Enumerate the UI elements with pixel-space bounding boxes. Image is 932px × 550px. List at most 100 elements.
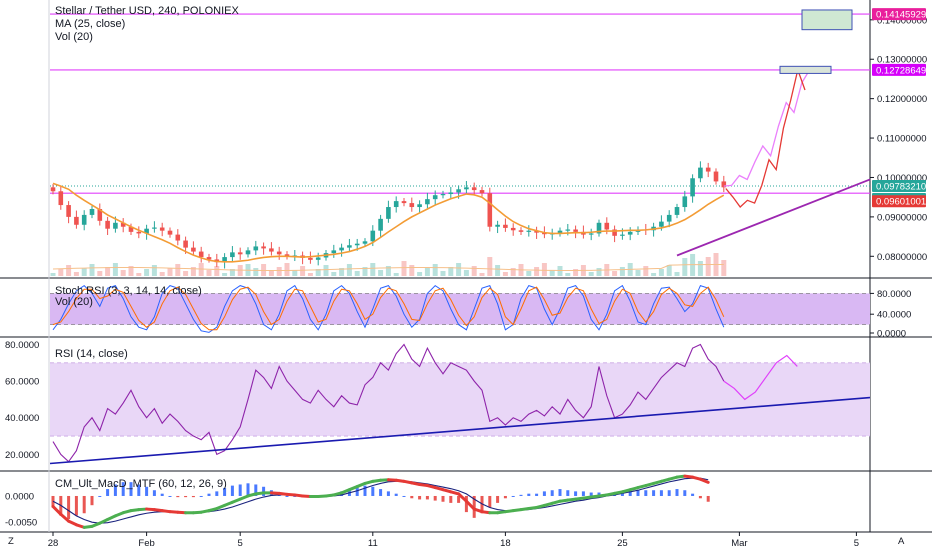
candle[interactable] bbox=[74, 216, 79, 225]
candle[interactable] bbox=[674, 207, 680, 215]
candle[interactable] bbox=[464, 187, 469, 190]
candle[interactable] bbox=[206, 257, 212, 260]
candle[interactable] bbox=[386, 207, 391, 219]
candle[interactable] bbox=[721, 181, 727, 188]
candle[interactable] bbox=[113, 222, 118, 229]
price-tag[interactable] bbox=[872, 63, 926, 76]
candle[interactable] bbox=[409, 203, 415, 208]
candle[interactable] bbox=[573, 229, 578, 232]
candle[interactable] bbox=[378, 218, 383, 231]
candle[interactable] bbox=[518, 230, 524, 232]
ma-legend[interactable]: MA (25, close) bbox=[55, 18, 125, 30]
candle[interactable] bbox=[191, 247, 196, 252]
price-tag[interactable] bbox=[872, 180, 926, 193]
candle[interactable] bbox=[128, 226, 134, 232]
candle[interactable] bbox=[315, 257, 321, 260]
price-pane[interactable] bbox=[50, 9, 871, 276]
target-box[interactable] bbox=[801, 9, 853, 31]
candle[interactable] bbox=[362, 241, 368, 244]
candle[interactable] bbox=[222, 257, 227, 263]
candle[interactable] bbox=[456, 189, 461, 193]
corner-left-label[interactable]: Z bbox=[8, 536, 14, 547]
macd-line-segment[interactable] bbox=[457, 492, 468, 503]
candle[interactable] bbox=[269, 248, 274, 252]
price-tag[interactable] bbox=[872, 195, 926, 208]
candle[interactable] bbox=[284, 254, 290, 257]
candle[interactable] bbox=[308, 257, 313, 260]
rsi-pane[interactable] bbox=[49, 343, 871, 465]
candle[interactable] bbox=[66, 205, 71, 217]
candle[interactable] bbox=[705, 167, 711, 172]
stoch-legend[interactable]: Stoch RSI (3, 3, 14, 14, close) bbox=[55, 285, 202, 297]
candle[interactable] bbox=[534, 230, 539, 233]
macd-line-segment[interactable] bbox=[698, 477, 710, 484]
candle[interactable] bbox=[698, 167, 703, 179]
candle[interactable] bbox=[666, 214, 672, 222]
candle[interactable] bbox=[89, 209, 95, 215]
candle[interactable] bbox=[81, 214, 87, 225]
candle[interactable] bbox=[596, 222, 602, 234]
candle[interactable] bbox=[198, 251, 204, 258]
candle[interactable] bbox=[713, 171, 719, 182]
candle[interactable] bbox=[503, 224, 508, 228]
ma-line[interactable] bbox=[52, 182, 725, 263]
stoch-rsi-pane[interactable] bbox=[50, 284, 870, 333]
candle[interactable] bbox=[261, 246, 266, 249]
candle[interactable] bbox=[487, 193, 493, 227]
candle[interactable] bbox=[253, 246, 259, 251]
target-box[interactable] bbox=[779, 65, 832, 74]
candle[interactable] bbox=[175, 234, 181, 241]
rsi-trendline[interactable] bbox=[49, 396, 871, 465]
candle[interactable] bbox=[245, 250, 251, 255]
rsi-legend[interactable]: RSI (14, close) bbox=[55, 348, 128, 360]
projection-path-red[interactable] bbox=[725, 67, 806, 209]
macd-line-segment[interactable] bbox=[59, 512, 71, 523]
macd-pane[interactable] bbox=[51, 474, 710, 529]
candle[interactable] bbox=[690, 178, 695, 197]
candle[interactable] bbox=[557, 230, 563, 234]
stoch-vol-legend[interactable]: Vol (20) bbox=[55, 296, 93, 308]
candle[interactable] bbox=[354, 243, 360, 246]
candle[interactable] bbox=[159, 227, 165, 231]
corner-right-label[interactable]: A bbox=[898, 536, 905, 547]
stoch-d-line[interactable] bbox=[52, 286, 725, 331]
candle[interactable] bbox=[612, 229, 617, 236]
rsi-projection[interactable] bbox=[723, 354, 798, 401]
candle[interactable] bbox=[152, 227, 157, 229]
candle[interactable] bbox=[230, 252, 235, 258]
candle[interactable] bbox=[682, 196, 688, 208]
candle[interactable] bbox=[440, 194, 446, 196]
candle[interactable] bbox=[401, 201, 407, 204]
candle[interactable] bbox=[120, 222, 126, 227]
candle[interactable] bbox=[432, 195, 438, 200]
candle[interactable] bbox=[588, 233, 594, 235]
candle[interactable] bbox=[50, 187, 56, 192]
candle[interactable] bbox=[565, 229, 571, 231]
candle[interactable] bbox=[659, 221, 664, 227]
macd-line-segment[interactable] bbox=[464, 499, 476, 511]
candle[interactable] bbox=[425, 199, 430, 205]
candle[interactable] bbox=[479, 190, 485, 194]
candle[interactable] bbox=[417, 204, 422, 208]
candle[interactable] bbox=[339, 247, 344, 251]
candle[interactable] bbox=[167, 230, 173, 235]
candle[interactable] bbox=[526, 230, 532, 232]
vol-legend[interactable]: Vol (20) bbox=[55, 31, 93, 43]
macd-legend[interactable]: CM_Ult_MacD_MTF (60, 12, 26, 9) bbox=[55, 478, 227, 490]
candle[interactable] bbox=[370, 230, 376, 242]
candle[interactable] bbox=[97, 209, 103, 221]
price-trendline[interactable] bbox=[676, 178, 871, 257]
candle[interactable] bbox=[620, 234, 625, 236]
rsi-line[interactable] bbox=[52, 343, 725, 463]
candle[interactable] bbox=[510, 227, 516, 231]
candle[interactable] bbox=[237, 252, 243, 255]
candle[interactable] bbox=[347, 245, 352, 248]
candle[interactable] bbox=[136, 231, 142, 234]
candle[interactable] bbox=[105, 220, 110, 229]
stoch-k-line[interactable] bbox=[52, 284, 725, 333]
projection-path-magenta[interactable] bbox=[723, 69, 811, 187]
price-tag[interactable] bbox=[872, 8, 926, 21]
macd-line-segment[interactable] bbox=[51, 504, 63, 516]
candle[interactable] bbox=[58, 191, 64, 206]
